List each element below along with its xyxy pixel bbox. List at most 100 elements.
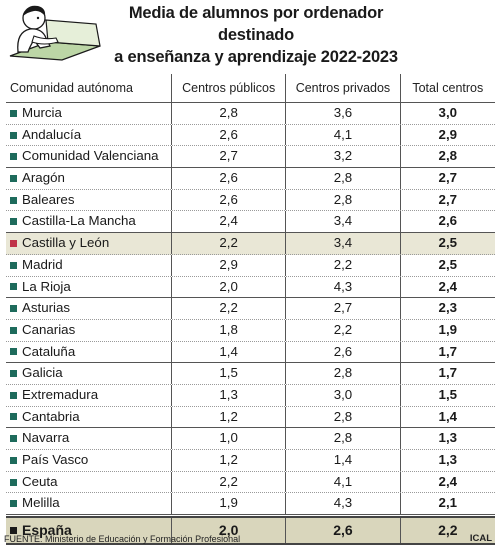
table-header: Comunidad autónoma Centros públicos Cent… xyxy=(6,74,495,103)
publicos-cell: 2,2 xyxy=(171,298,285,319)
publicos-cell: 1,0 xyxy=(171,428,285,449)
row-marker-icon xyxy=(10,456,17,464)
total-cell: 1,9 xyxy=(399,319,495,341)
total-cell: 2,8 xyxy=(399,146,495,168)
table-row: Navarra 1,0 2,8 1,3 xyxy=(6,428,495,450)
row-marker-icon xyxy=(10,500,17,508)
publicos-cell: 2,2 xyxy=(171,471,285,493)
publicos-cell: 2,6 xyxy=(171,124,285,146)
region-label: Cantabria xyxy=(22,408,80,424)
publicos-cell: 1,4 xyxy=(171,341,285,363)
region-label: Ceuta xyxy=(22,473,58,489)
privados-cell: 3,0 xyxy=(285,384,399,406)
privados-cell: 3,4 xyxy=(285,211,399,233)
row-marker-icon xyxy=(10,391,17,399)
total-cell: 2,5 xyxy=(399,254,495,276)
publicos-cell: 2,6 xyxy=(171,168,285,189)
student-at-computer-illustration xyxy=(9,5,101,61)
table-row: Castilla y León 2,2 3,4 2,5 xyxy=(6,233,495,255)
region-label: Extremadura xyxy=(22,386,99,402)
table-row: La Rioja 2,0 4,3 2,4 xyxy=(6,276,495,299)
region-cell: Baleares xyxy=(6,190,171,211)
column-header-publicos: Centros públicos xyxy=(171,74,285,102)
privados-cell: 3,4 xyxy=(285,233,399,254)
region-label: País Vasco xyxy=(22,452,89,467)
footer: FUENTE: Ministerio de Educación y Formac… xyxy=(4,532,496,546)
region-label: Murcia xyxy=(22,105,62,120)
data-table: Comunidad autónoma Centros públicos Cent… xyxy=(6,74,495,546)
total-cell: 1,7 xyxy=(399,363,495,384)
region-cell: País Vasco xyxy=(6,450,171,471)
total-cell: 2,1 xyxy=(399,493,495,515)
row-marker-icon xyxy=(10,109,17,117)
publicos-cell: 1,2 xyxy=(171,406,285,428)
total-cell: 2,4 xyxy=(399,471,495,493)
region-cell: Canarias xyxy=(6,320,171,341)
column-header-region: Comunidad autónoma xyxy=(10,81,133,95)
total-publicos-cell: 2,0 xyxy=(171,518,285,544)
total-privados-cell: 2,6 xyxy=(285,518,399,544)
total-cell: 2,9 xyxy=(399,124,495,146)
region-label: La Rioja xyxy=(22,278,71,294)
region-cell: Cantabria xyxy=(6,407,171,428)
privados-cell: 2,8 xyxy=(285,428,399,449)
row-marker-icon xyxy=(10,196,17,204)
column-header-privados: Centros privados xyxy=(285,74,399,102)
publicos-cell: 1,5 xyxy=(171,363,285,384)
region-label: Castilla-La Mancha xyxy=(22,213,136,229)
privados-cell: 3,6 xyxy=(285,103,399,124)
region-cell: Madrid xyxy=(6,255,171,276)
table-row: Andalucía 2,6 4,1 2,9 xyxy=(6,124,495,147)
publicos-cell: 2,2 xyxy=(171,233,285,254)
table-row: País Vasco 1,2 1,4 1,3 xyxy=(6,450,495,472)
row-marker-icon xyxy=(10,478,17,486)
total-cell: 2,6 xyxy=(399,211,495,233)
header: Media de alumnos por ordenador destinado… xyxy=(0,0,500,70)
publicos-cell: 2,7 xyxy=(171,146,285,168)
region-label: Castilla y León xyxy=(22,235,110,251)
privados-cell: 2,8 xyxy=(285,168,399,189)
privados-cell: 2,7 xyxy=(285,298,399,319)
row-marker-icon xyxy=(10,239,17,247)
total-cell: 1,3 xyxy=(399,428,495,449)
brand-logo-text: ICAL xyxy=(469,533,492,544)
publicos-cell: 1,2 xyxy=(171,450,285,471)
table-row: Asturias 2,2 2,7 2,3 xyxy=(6,298,495,320)
privados-cell: 4,3 xyxy=(285,276,399,298)
publicos-cell: 2,6 xyxy=(171,189,285,211)
chart-title-line-1: Media de alumnos por ordenador destinado xyxy=(128,4,384,44)
region-label: Galicia xyxy=(22,365,63,381)
row-marker-icon xyxy=(10,218,17,226)
privados-cell: 3,2 xyxy=(285,146,399,168)
total-cell: 2,7 xyxy=(399,189,495,211)
region-cell: Cataluña xyxy=(6,342,171,363)
table-row: Murcia 2,8 3,6 3,0 xyxy=(6,103,495,125)
table-row: Castilla-La Mancha 2,4 3,4 2,6 xyxy=(6,211,495,234)
region-cell: Comunidad Valenciana xyxy=(6,146,171,167)
privados-cell: 2,2 xyxy=(285,254,399,276)
total-region-cell: España xyxy=(6,518,171,543)
privados-cell: 4,1 xyxy=(285,471,399,493)
total-cell: 1,7 xyxy=(399,341,495,363)
region-cell: Aragón xyxy=(6,168,171,189)
table-row: Extremadura 1,3 3,0 1,5 xyxy=(6,384,495,407)
publicos-cell: 2,4 xyxy=(171,211,285,233)
region-cell: La Rioja xyxy=(6,277,171,298)
row-marker-icon xyxy=(10,527,17,535)
region-cell: Andalucía xyxy=(6,125,171,146)
publicos-cell: 1,8 xyxy=(171,319,285,341)
table-row: Cataluña 1,4 2,6 1,7 xyxy=(6,341,495,364)
row-marker-icon xyxy=(10,261,17,269)
table-row: Comunidad Valenciana 2,7 3,2 2,8 xyxy=(6,146,495,169)
privados-cell: 2,2 xyxy=(285,319,399,341)
table-row: Cantabria 1,2 2,8 1,4 xyxy=(6,406,495,429)
table-row: Madrid 2,9 2,2 2,5 xyxy=(6,254,495,277)
total-cell: 1,4 xyxy=(399,406,495,428)
privados-cell: 2,6 xyxy=(285,341,399,363)
total-total-cell: 2,2 xyxy=(399,518,495,544)
region-label: Cataluña xyxy=(22,343,76,359)
table-row: Canarias 1,8 2,2 1,9 xyxy=(6,319,495,342)
region-cell: Galicia xyxy=(6,363,171,384)
region-cell: Castilla y León xyxy=(6,233,171,254)
region-label: Comunidad Valenciana xyxy=(22,148,159,164)
